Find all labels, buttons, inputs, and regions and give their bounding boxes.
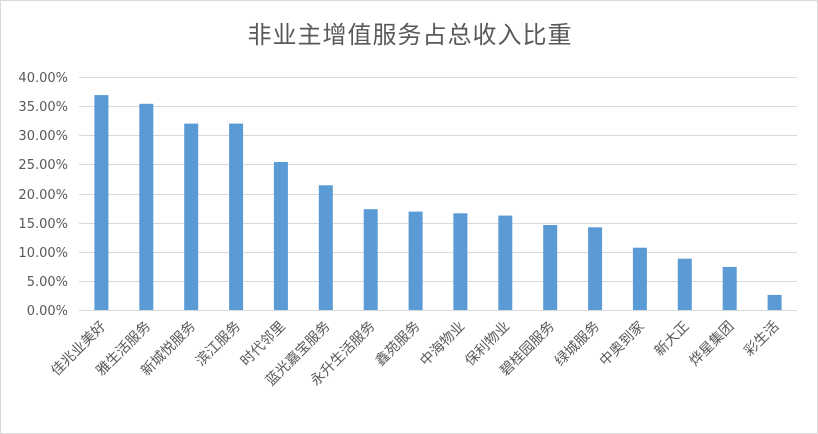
bar bbox=[677, 258, 692, 310]
bar bbox=[632, 247, 647, 310]
bar bbox=[767, 294, 782, 310]
category-label: 中奥到家 bbox=[596, 318, 648, 370]
bar bbox=[184, 123, 199, 310]
category-label: 滨江服务 bbox=[193, 319, 244, 370]
bar bbox=[408, 211, 423, 310]
chart-title: 非业主增值服务占总收入比重 bbox=[247, 21, 573, 49]
y-tick-label: 20.00% bbox=[18, 188, 68, 203]
category-label: 中海物业 bbox=[417, 319, 468, 370]
y-tick-label: 5.00% bbox=[27, 275, 68, 290]
y-tick-label: 30.00% bbox=[18, 129, 68, 144]
bar bbox=[229, 123, 244, 310]
bar bbox=[273, 162, 288, 310]
y-tick-label: 40.00% bbox=[18, 71, 68, 86]
bar bbox=[363, 209, 378, 310]
y-tick-label: 0.00% bbox=[27, 304, 68, 319]
bar bbox=[139, 103, 154, 310]
category-label: 绿城服务 bbox=[552, 319, 603, 370]
bar bbox=[588, 227, 603, 310]
bar bbox=[453, 213, 468, 310]
y-tick-label: 25.00% bbox=[18, 158, 68, 173]
x-axis-categories: 佳兆业美好雅生活服务新城悦服务滨江服务时代邻里蓝光嘉宝服务永升生活服务鑫苑服务中… bbox=[48, 318, 782, 389]
bar bbox=[94, 95, 109, 310]
bar bbox=[498, 215, 513, 310]
category-label: 彩生活 bbox=[741, 319, 782, 360]
category-label: 烨星集团 bbox=[686, 318, 738, 370]
y-axis-ticks: 0.00% 5.00% 10.00% 15.00% 20.00% 25.00% 30.00%… bbox=[18, 71, 68, 319]
category-label: 新大正 bbox=[652, 319, 693, 360]
y-tick-label: 35.00% bbox=[18, 100, 68, 115]
y-tick-label: 10.00% bbox=[18, 246, 68, 261]
bar bbox=[543, 225, 558, 310]
gridlines bbox=[79, 77, 797, 311]
category-label: 鑫苑服务 bbox=[372, 318, 424, 370]
y-tick-label: 15.00% bbox=[18, 217, 68, 232]
bars bbox=[94, 95, 782, 310]
bar bbox=[318, 185, 333, 310]
bar bbox=[722, 266, 737, 310]
